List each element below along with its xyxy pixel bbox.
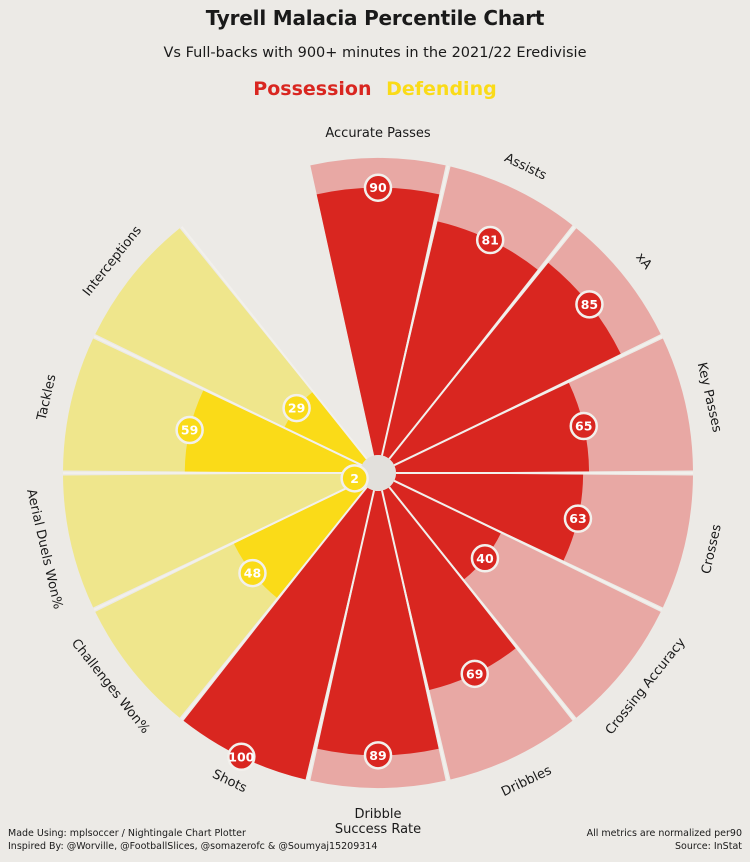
slice-separator <box>180 486 368 720</box>
value-badge-label: 48 <box>244 566 261 581</box>
parameter-label-line: Dribble <box>354 807 401 822</box>
slice-parameter-label: Tackles <box>34 373 59 423</box>
slice-separator <box>93 479 363 611</box>
slice-separator <box>93 335 363 467</box>
slice-parameter-label: xA <box>632 250 654 272</box>
value-badge-circle <box>340 464 369 493</box>
slice-separator <box>180 226 368 460</box>
slice-separator <box>393 479 663 611</box>
value-badge-label: 2 <box>350 471 359 486</box>
slice-value-wedge[interactable] <box>389 262 621 466</box>
page-title: Tyrell Malacia Percentile Chart <box>205 6 545 30</box>
value-badge-label: 65 <box>575 419 592 434</box>
value-badge-label: 85 <box>581 297 598 312</box>
slice-parameter-label: Aerial Duels Won% <box>23 488 65 611</box>
slice-value-badge: 85 <box>575 290 604 319</box>
value-badge-circle <box>563 504 593 533</box>
chart-legend: Possession Defending <box>0 78 750 100</box>
parameter-label-line: Aerial Duels Won% <box>23 488 65 611</box>
parameter-label-line: xA <box>632 250 654 272</box>
slice-value-badge: 81 <box>475 225 505 255</box>
page-subtitle: Vs Full-backs with 900+ minutes in the 2… <box>163 45 587 61</box>
legend-item-defending: Defending <box>386 78 497 100</box>
value-badge-circle <box>175 415 204 445</box>
value-badge-circle <box>460 659 489 689</box>
slice-value-badge: 90 <box>363 173 393 202</box>
value-badge-circle <box>569 411 599 441</box>
slice-value-wedge[interactable] <box>317 490 439 756</box>
footer-made-using: Made Using: mplsoccer / Nightingale Char… <box>8 828 246 840</box>
slice-value-wedge[interactable] <box>184 390 362 473</box>
parameter-label-line: Shots <box>210 767 249 796</box>
slice-value-wedge[interactable] <box>316 187 440 456</box>
slice-value-badge: 2 <box>340 464 369 493</box>
value-badge-label: 81 <box>481 233 498 248</box>
value-badge-label: 100 <box>228 749 254 764</box>
slice-track <box>63 473 362 608</box>
parameter-label-line: Success Rate <box>335 822 421 837</box>
slice-parameter-label: Key Passes <box>694 361 725 434</box>
slice-parameter-label: Dribbles <box>499 763 554 800</box>
slice-parameter-label: Accurate Passes <box>325 126 431 141</box>
slice-value-badge: 69 <box>460 659 489 689</box>
slice-value-wedge[interactable] <box>382 221 538 459</box>
slice-separator <box>381 490 450 781</box>
slice-value-wedge[interactable] <box>233 480 367 598</box>
slice-value-badge: 40 <box>470 544 500 573</box>
slice-separator <box>388 226 576 460</box>
slice-parameter-label: Assists <box>502 151 549 184</box>
value-badge-label: 29 <box>288 401 305 416</box>
parameter-label-line: Tackles <box>34 373 59 423</box>
value-badge-circle <box>363 741 393 770</box>
value-badge-circle <box>282 393 311 423</box>
footer-data-source: Source: InStat <box>675 841 742 853</box>
slice-separator <box>306 490 375 781</box>
footer-inspired-by: Inspired By: @Worville, @FootballSlices,… <box>8 841 378 853</box>
slice-separator <box>393 335 663 467</box>
slice-separator <box>388 486 576 720</box>
value-badge-label: 63 <box>569 511 586 526</box>
value-badge-label: 89 <box>369 748 386 763</box>
slice-value-wedge[interactable] <box>394 473 584 561</box>
slice-value-badge: 59 <box>175 415 204 445</box>
slice-value-wedge[interactable] <box>382 487 516 690</box>
parameter-label-line: Accurate Passes <box>325 126 431 141</box>
slice-value-badge: 63 <box>563 504 593 533</box>
slice-value-badge: 29 <box>282 393 311 423</box>
chart-hub-circle <box>360 455 396 491</box>
parameter-label-line: Assists <box>502 151 549 184</box>
parameter-label-line: Dribbles <box>499 763 554 800</box>
value-badge-label: 40 <box>476 551 494 566</box>
footer-source: All metrics are normalized per90 Source:… <box>587 828 742 854</box>
value-badge-label: 90 <box>369 180 387 195</box>
parameter-label-line: Crosses <box>699 523 725 576</box>
slice-value-badge: 48 <box>238 558 267 588</box>
legend-item-possession: Possession <box>253 78 372 100</box>
value-badge-circle <box>227 742 256 772</box>
slice-parameter-label: Shots <box>210 767 249 796</box>
slice-value-wedge[interactable] <box>183 487 374 780</box>
slice-value-wedge[interactable] <box>394 382 590 473</box>
chart-separators <box>63 165 693 781</box>
value-badge-label: 69 <box>466 666 483 681</box>
chart-value-badges: 90 81 85 65 63 40 69 89 100 48 2 59 29 <box>175 173 604 772</box>
slice-value-badge: 89 <box>363 741 393 770</box>
value-badge-circle <box>475 225 505 255</box>
footer-credits: Made Using: mplsoccer / Nightingale Char… <box>8 828 377 854</box>
value-badge-label: 59 <box>181 423 198 438</box>
value-badge-circle <box>575 290 604 319</box>
slice-separator <box>381 165 450 456</box>
slice-value-badge: 65 <box>569 411 599 441</box>
value-badge-circle <box>238 558 267 588</box>
value-badge-circle <box>363 173 393 202</box>
value-badge-circle <box>470 544 500 573</box>
chart-hub <box>360 455 396 491</box>
footer-normalized: All metrics are normalized per90 <box>586 828 742 840</box>
slice-value-badge: 100 <box>227 742 256 772</box>
parameter-label-line: Key Passes <box>694 361 725 434</box>
slice-parameter-label: Crosses <box>699 523 725 576</box>
